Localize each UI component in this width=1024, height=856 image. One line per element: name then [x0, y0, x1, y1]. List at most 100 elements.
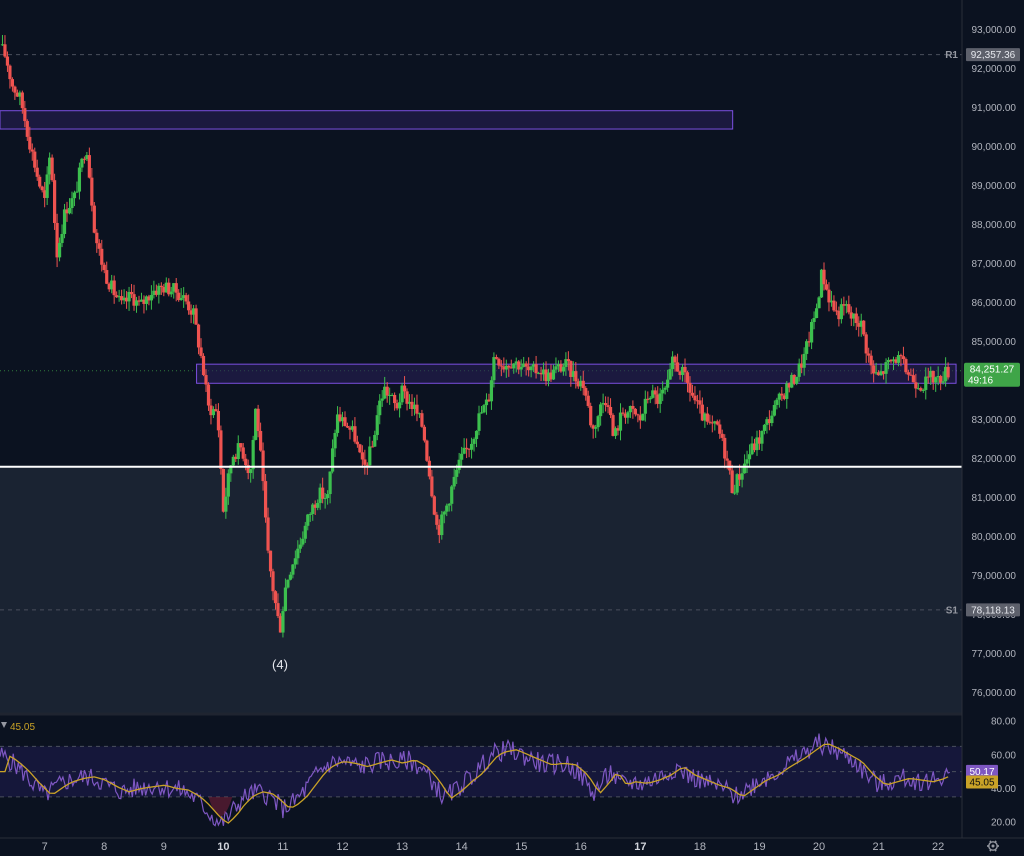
candle-body [191, 308, 196, 315]
candle-body [886, 359, 891, 363]
candle-body [656, 394, 660, 404]
candle-body [829, 300, 834, 303]
candle-body [626, 412, 630, 418]
candle-body [110, 280, 114, 290]
candle-body [710, 422, 714, 424]
candle-body [67, 208, 72, 214]
candle-body [62, 209, 67, 234]
candle-body [92, 205, 96, 233]
candle-body [844, 304, 848, 306]
r1-label: R1 [945, 50, 958, 61]
candle-body [809, 322, 814, 343]
wave-label: (4) [272, 657, 288, 672]
candle-body [249, 469, 253, 474]
candle-body [288, 574, 292, 580]
candle-body [792, 374, 796, 384]
candle-body [442, 511, 446, 515]
candle-body [211, 409, 216, 416]
candle-body [139, 299, 144, 302]
candle-body [231, 456, 235, 466]
candle-body [623, 413, 628, 418]
candle-body [87, 155, 91, 178]
candle-body [291, 564, 295, 575]
candle-body [447, 503, 451, 506]
candle-body [450, 486, 454, 504]
candle-body [50, 157, 54, 181]
candle-body [569, 361, 573, 377]
candle-body [368, 446, 372, 466]
candle-body [375, 415, 379, 435]
candle-body [606, 405, 610, 407]
candle-body [144, 296, 149, 304]
candle-body [874, 372, 878, 374]
candle-body [924, 376, 928, 390]
candle-body [259, 430, 263, 451]
candle-countdown: 49:16 [968, 376, 993, 387]
resistance-zone[interactable] [0, 110, 734, 130]
price-tick-label: 77,000.00 [972, 649, 1017, 660]
candle-body [43, 190, 47, 198]
candle-body [48, 157, 52, 175]
candle-body [589, 405, 593, 426]
candle-body [70, 198, 74, 209]
candle-body [800, 363, 804, 368]
candle-body [675, 362, 680, 372]
candle-body [241, 447, 245, 459]
candle-body [72, 192, 77, 199]
candle-body [422, 426, 427, 441]
candle-body [772, 404, 776, 416]
candle-body [770, 415, 774, 424]
candle-body [169, 291, 173, 295]
price-tick-label: 88,000.00 [972, 220, 1017, 231]
candle-body [591, 425, 595, 429]
candle-body [884, 362, 888, 374]
candle-body [321, 487, 325, 499]
candle-body [718, 424, 722, 434]
candle-body [407, 401, 412, 404]
price-tick-label: 90,000.00 [972, 142, 1017, 153]
candle-body [745, 459, 749, 464]
candle-body [117, 296, 121, 298]
candle-body [358, 444, 362, 453]
candle-body [95, 232, 99, 244]
candle-body [335, 414, 340, 433]
candle-body [683, 366, 687, 373]
candle-body [517, 361, 521, 370]
candle-body [914, 382, 918, 389]
candle-body [77, 167, 82, 192]
candle-body [693, 395, 697, 401]
candle-body [939, 376, 943, 383]
candle-body [653, 390, 657, 395]
candle-body [18, 92, 22, 97]
candle-body [857, 323, 861, 327]
candle-body [852, 313, 856, 319]
candle-body [723, 437, 727, 459]
candle-body [859, 320, 863, 327]
candle-body [872, 365, 876, 374]
candle-body [787, 383, 791, 388]
candle-body [316, 502, 320, 508]
candle-body [303, 525, 307, 539]
triangle-down-icon[interactable] [1, 722, 7, 728]
candle-body [420, 413, 424, 427]
candle-body [631, 405, 635, 409]
candle-body [65, 209, 69, 214]
candle-body [827, 289, 831, 303]
candle-body [373, 434, 377, 447]
candle-body [385, 386, 389, 396]
candle-body [427, 460, 431, 477]
candle-body [541, 369, 546, 375]
candle-body [105, 270, 109, 284]
candle-body [685, 372, 690, 383]
candle-body [906, 372, 910, 375]
gear-icon[interactable] [987, 840, 999, 852]
candle-body [281, 611, 285, 633]
candle-body [452, 476, 456, 487]
candle-body [832, 300, 836, 311]
candle-body [536, 372, 541, 374]
gear-icon-tooth [989, 849, 992, 852]
candle-body [0, 44, 5, 46]
candle-body [402, 385, 407, 392]
candle-body [97, 243, 101, 249]
